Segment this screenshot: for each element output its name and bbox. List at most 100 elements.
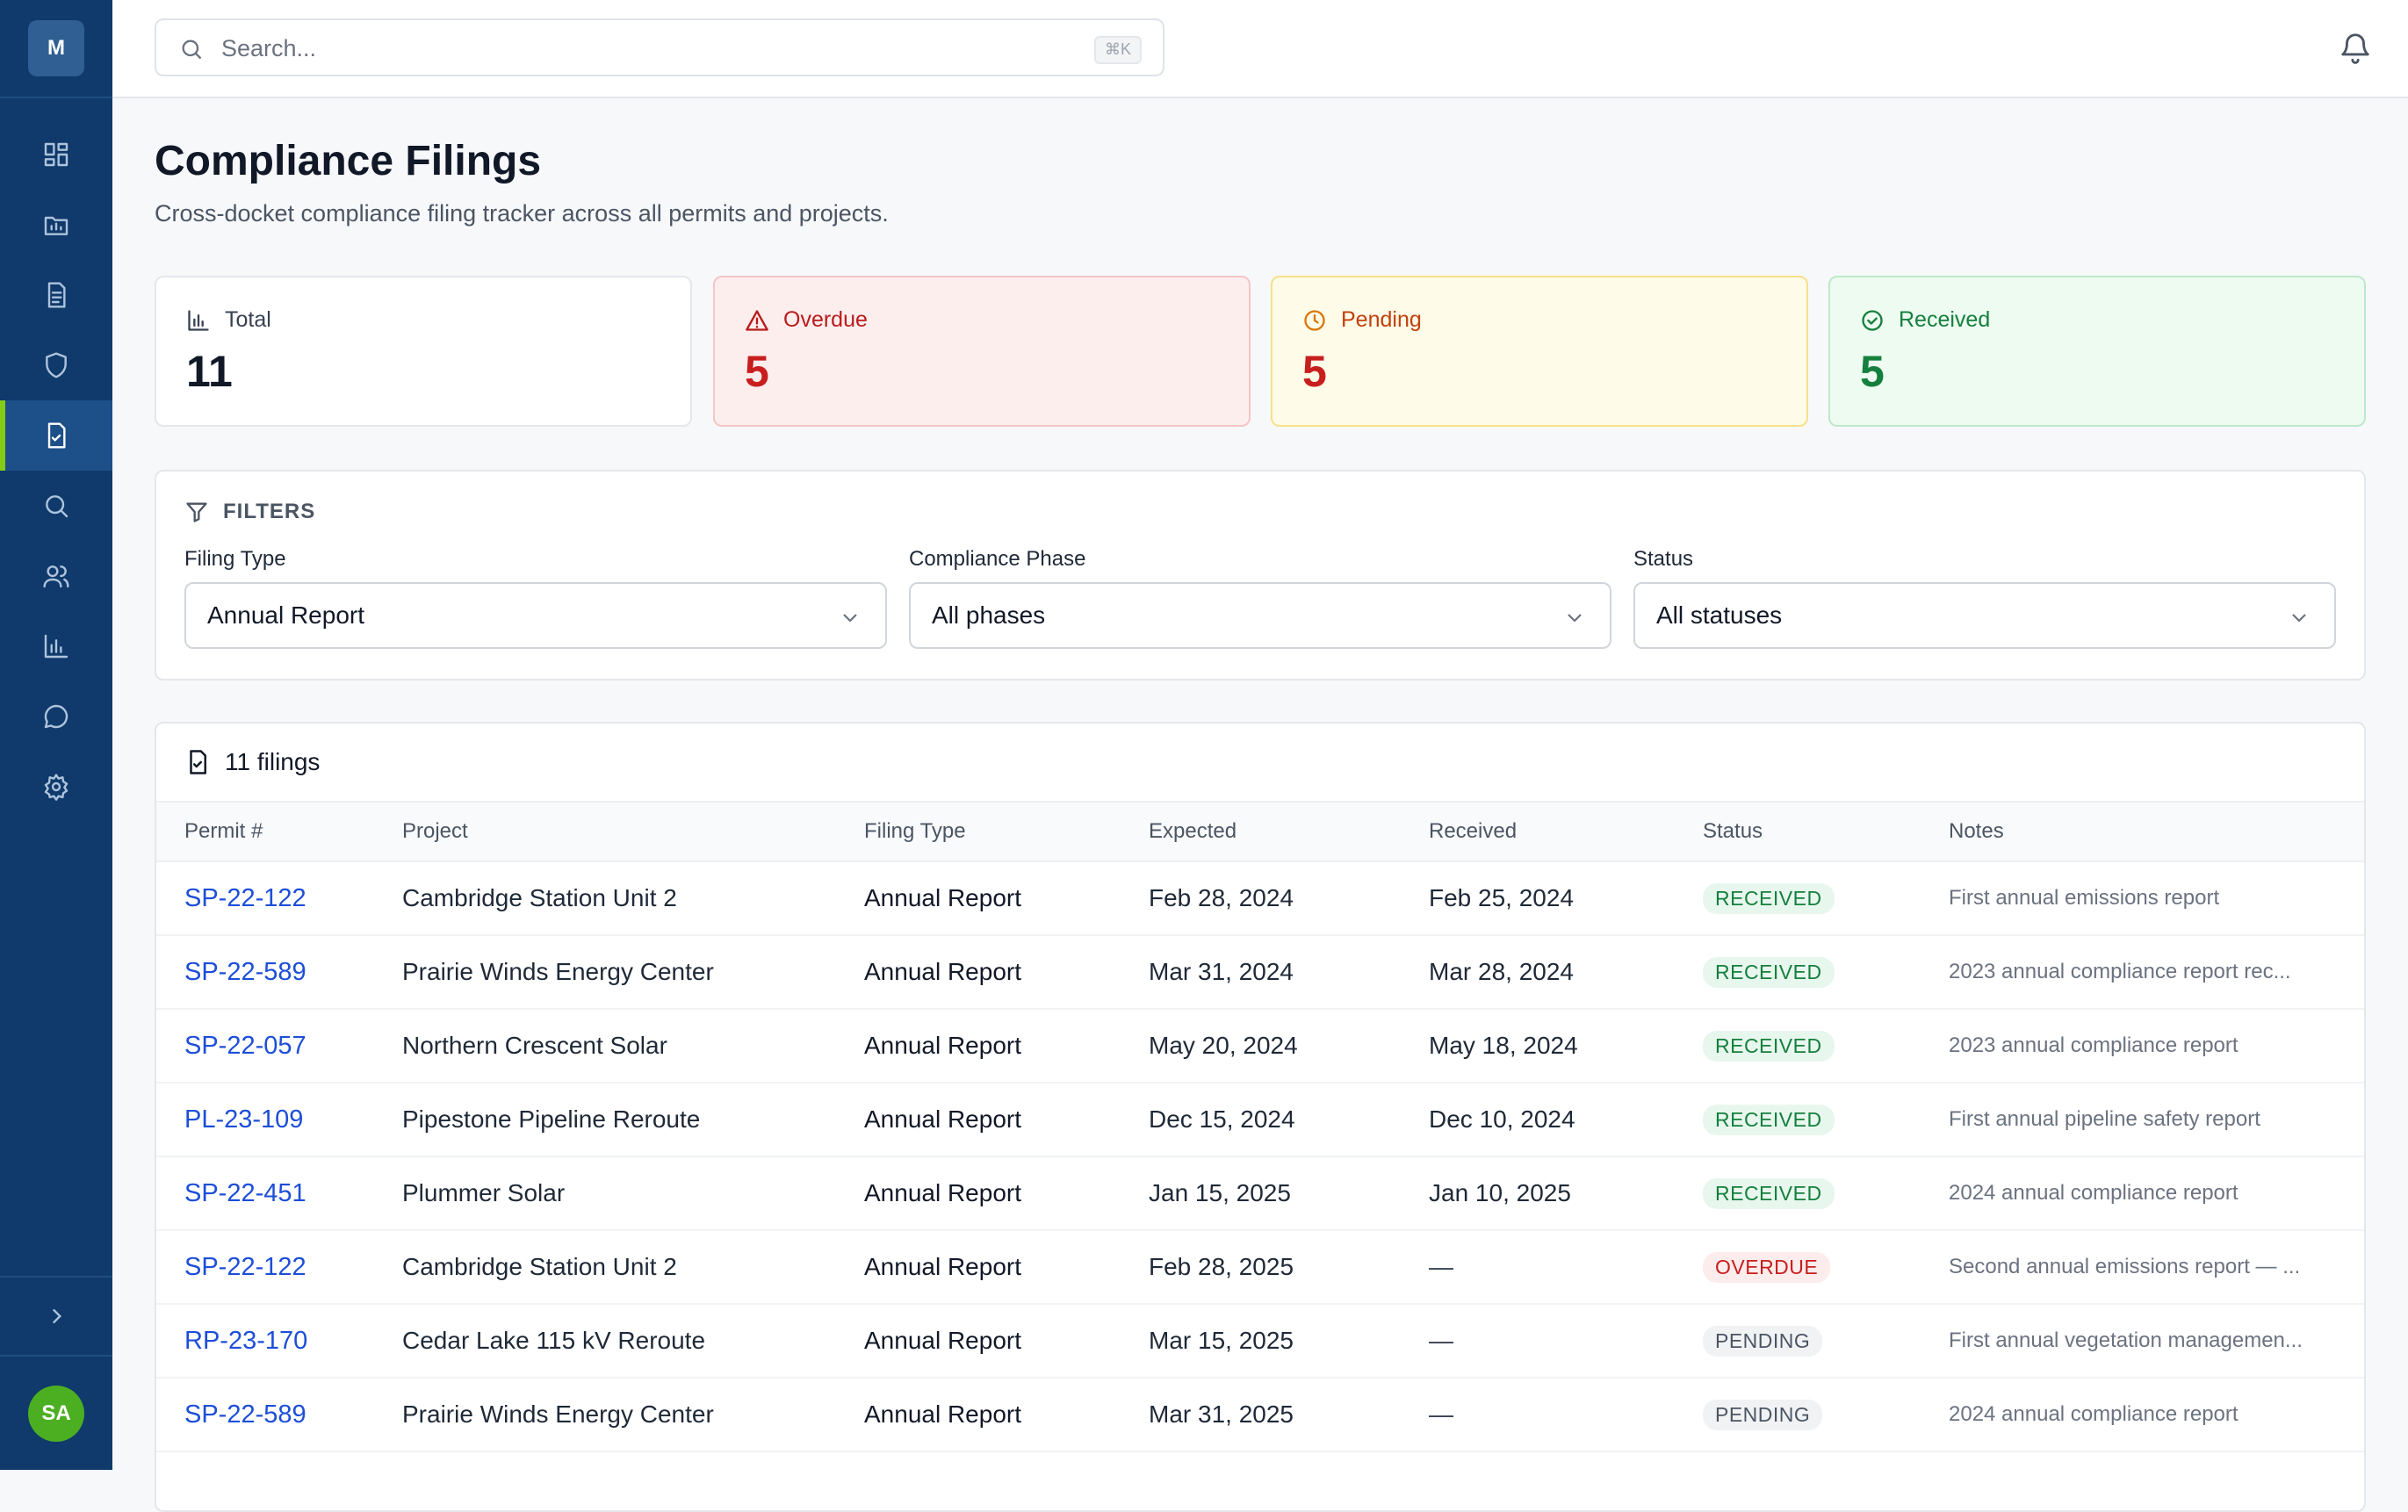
status-cell: PENDING xyxy=(1703,1378,1949,1452)
nav-item-compliance[interactable] xyxy=(0,400,112,471)
nav-item-reports[interactable] xyxy=(0,611,112,681)
nav-item-dashboard[interactable] xyxy=(0,119,112,190)
filing-type-cell: Annual Report xyxy=(864,1230,1149,1305)
folder-chart-icon xyxy=(44,216,68,235)
received-cell: — xyxy=(1429,1378,1703,1452)
filing-type-cell: Annual Report xyxy=(864,861,1149,936)
permit-cell: SP-22-122 xyxy=(156,1230,402,1305)
document-icon xyxy=(47,282,66,308)
status-cell: RECEIVED xyxy=(1703,1083,1949,1157)
project-cell: Prairie Winds Energy Center xyxy=(402,1378,864,1452)
notifications-button[interactable] xyxy=(2334,26,2376,68)
filings-panel: 11 filings Permit # Project Filing Type … xyxy=(155,722,2366,1512)
col-project[interactable]: Project xyxy=(402,803,864,862)
status-badge: RECEIVED xyxy=(1703,882,1835,914)
filing-type-cell: Annual Report xyxy=(864,1156,1149,1231)
project-cell: Pipestone Pipeline Reroute xyxy=(402,1083,864,1157)
search-box[interactable]: ⌘K xyxy=(155,18,1164,76)
status-badge: RECEIVED xyxy=(1703,1030,1835,1062)
table-row[interactable]: SP-22-451 Plummer Solar Annual Report Jan 1… xyxy=(156,1156,2364,1231)
check-circle-icon xyxy=(1862,309,1883,331)
page-title: Compliance Filings xyxy=(155,138,542,184)
received-cell: Dec 10, 2024 xyxy=(1429,1083,1703,1157)
app-logo[interactable]: M xyxy=(28,20,84,76)
status-badge: OVERDUE xyxy=(1703,1251,1831,1283)
nav-item-projects[interactable] xyxy=(0,190,112,260)
notes-cell: 2023 annual compliance report rec... xyxy=(1949,935,2364,1010)
user-avatar[interactable]: SA xyxy=(28,1386,84,1442)
permit-link[interactable]: PL-23-109 xyxy=(184,1105,304,1134)
expected-cell: Mar 15, 2025 xyxy=(1149,1304,1429,1379)
shield-icon xyxy=(46,352,67,378)
table-row[interactable]: SP-22-122 Cambridge Station Unit 2 Annual … xyxy=(156,861,2364,936)
nav-item-permits[interactable] xyxy=(0,330,112,400)
expected-cell: Jan 15, 2025 xyxy=(1149,1156,1429,1231)
phase-select[interactable]: All phases xyxy=(909,582,1611,649)
stat-value: 5 xyxy=(1302,347,1327,396)
bar-chart-icon xyxy=(188,309,209,331)
logo-area: M xyxy=(0,0,112,98)
notes-cell: 2023 annual compliance report xyxy=(1949,1009,2364,1084)
status-cell: RECEIVED xyxy=(1703,1156,1949,1231)
permit-link[interactable]: SP-22-057 xyxy=(184,1031,306,1060)
permit-link[interactable]: RP-23-170 xyxy=(184,1326,308,1355)
status-select[interactable]: All statuses xyxy=(1633,582,2336,649)
nav-item-users[interactable] xyxy=(0,541,112,611)
permit-cell: SP-22-122 xyxy=(156,861,402,936)
col-received[interactable]: Received xyxy=(1429,803,1703,862)
nav-item-search[interactable] xyxy=(0,471,112,541)
file-check-icon xyxy=(47,422,66,449)
table-row[interactable]: RP-23-170 Cedar Lake 115 kV Reroute Annual… xyxy=(156,1304,2364,1379)
permit-cell: SP-22-589 xyxy=(156,1378,402,1452)
status-badge: PENDING xyxy=(1703,1325,1823,1357)
sidebar: M xyxy=(0,0,112,1470)
filing-type-select[interactable]: Annual Report xyxy=(184,582,887,649)
col-permit[interactable]: Permit # xyxy=(156,803,402,862)
message-icon xyxy=(44,704,68,729)
select-value: All phases xyxy=(932,601,1046,629)
stat-label: Received xyxy=(1899,307,1991,332)
col-notes[interactable]: Notes xyxy=(1949,803,2364,862)
table-row[interactable]: SP-22-589 Prairie Winds Energy Center Annu… xyxy=(156,1378,2364,1452)
stat-label: Total xyxy=(225,307,271,332)
table-row[interactable]: SP-22-122 Cambridge Station Unit 2 Annual … xyxy=(156,1230,2364,1305)
bell-icon xyxy=(2341,33,2369,64)
expand-sidebar-button[interactable] xyxy=(0,1278,112,1357)
table-row[interactable]: SP-22-589 Prairie Winds Energy Center Annu… xyxy=(156,935,2364,1010)
notes-cell: First annual pipeline safety report xyxy=(1949,1083,2364,1157)
nav-item-settings[interactable] xyxy=(0,752,112,822)
nav-item-documents[interactable] xyxy=(0,260,112,330)
nav-item-messages[interactable] xyxy=(0,681,112,752)
filings-table: Permit # Project Filing Type Expected Re… xyxy=(156,803,2364,1452)
permit-cell: SP-22-589 xyxy=(156,935,402,1010)
stat-card-received: Received 5 xyxy=(1828,276,2366,427)
stat-cards: Total 11 Overdue 5 Pending 5 Received 5 xyxy=(155,276,2366,427)
table-row[interactable]: PL-23-109 Pipestone Pipeline Reroute Annua… xyxy=(156,1083,2364,1157)
permit-link[interactable]: SP-22-589 xyxy=(184,957,306,986)
sidebar-nav xyxy=(0,119,112,822)
select-value: Annual Report xyxy=(207,601,365,629)
warning-icon xyxy=(746,309,768,331)
expected-cell: Mar 31, 2024 xyxy=(1149,935,1429,1010)
permit-link[interactable]: SP-22-451 xyxy=(184,1178,306,1207)
table-body: SP-22-122 Cambridge Station Unit 2 Annual … xyxy=(156,861,2364,1452)
table-row[interactable]: SP-22-057 Northern Crescent Solar Annual R… xyxy=(156,1009,2364,1084)
stat-value: 5 xyxy=(745,347,769,396)
search-input[interactable] xyxy=(220,29,1013,68)
permit-link[interactable]: SP-22-122 xyxy=(184,883,306,912)
status-cell: RECEIVED xyxy=(1703,1009,1949,1084)
expected-cell: Feb 28, 2025 xyxy=(1149,1230,1429,1305)
col-expected[interactable]: Expected xyxy=(1149,803,1429,862)
permit-cell: RP-23-170 xyxy=(156,1304,402,1379)
status-cell: OVERDUE xyxy=(1703,1230,1949,1305)
permit-link[interactable]: SP-22-589 xyxy=(184,1400,306,1429)
table-header-row: Permit # Project Filing Type Expected Re… xyxy=(156,803,2364,862)
bar-chart-icon xyxy=(44,634,68,659)
filter-filing-type: Filing Type Annual Report xyxy=(184,547,887,649)
permit-link[interactable]: SP-22-122 xyxy=(184,1252,306,1281)
topbar: ⌘K xyxy=(112,0,2408,98)
chevron-right-icon xyxy=(52,1308,62,1324)
col-filing-type[interactable]: Filing Type xyxy=(864,803,1149,862)
sidebar-footer: SA xyxy=(0,1276,112,1471)
col-status[interactable]: Status xyxy=(1703,803,1949,862)
